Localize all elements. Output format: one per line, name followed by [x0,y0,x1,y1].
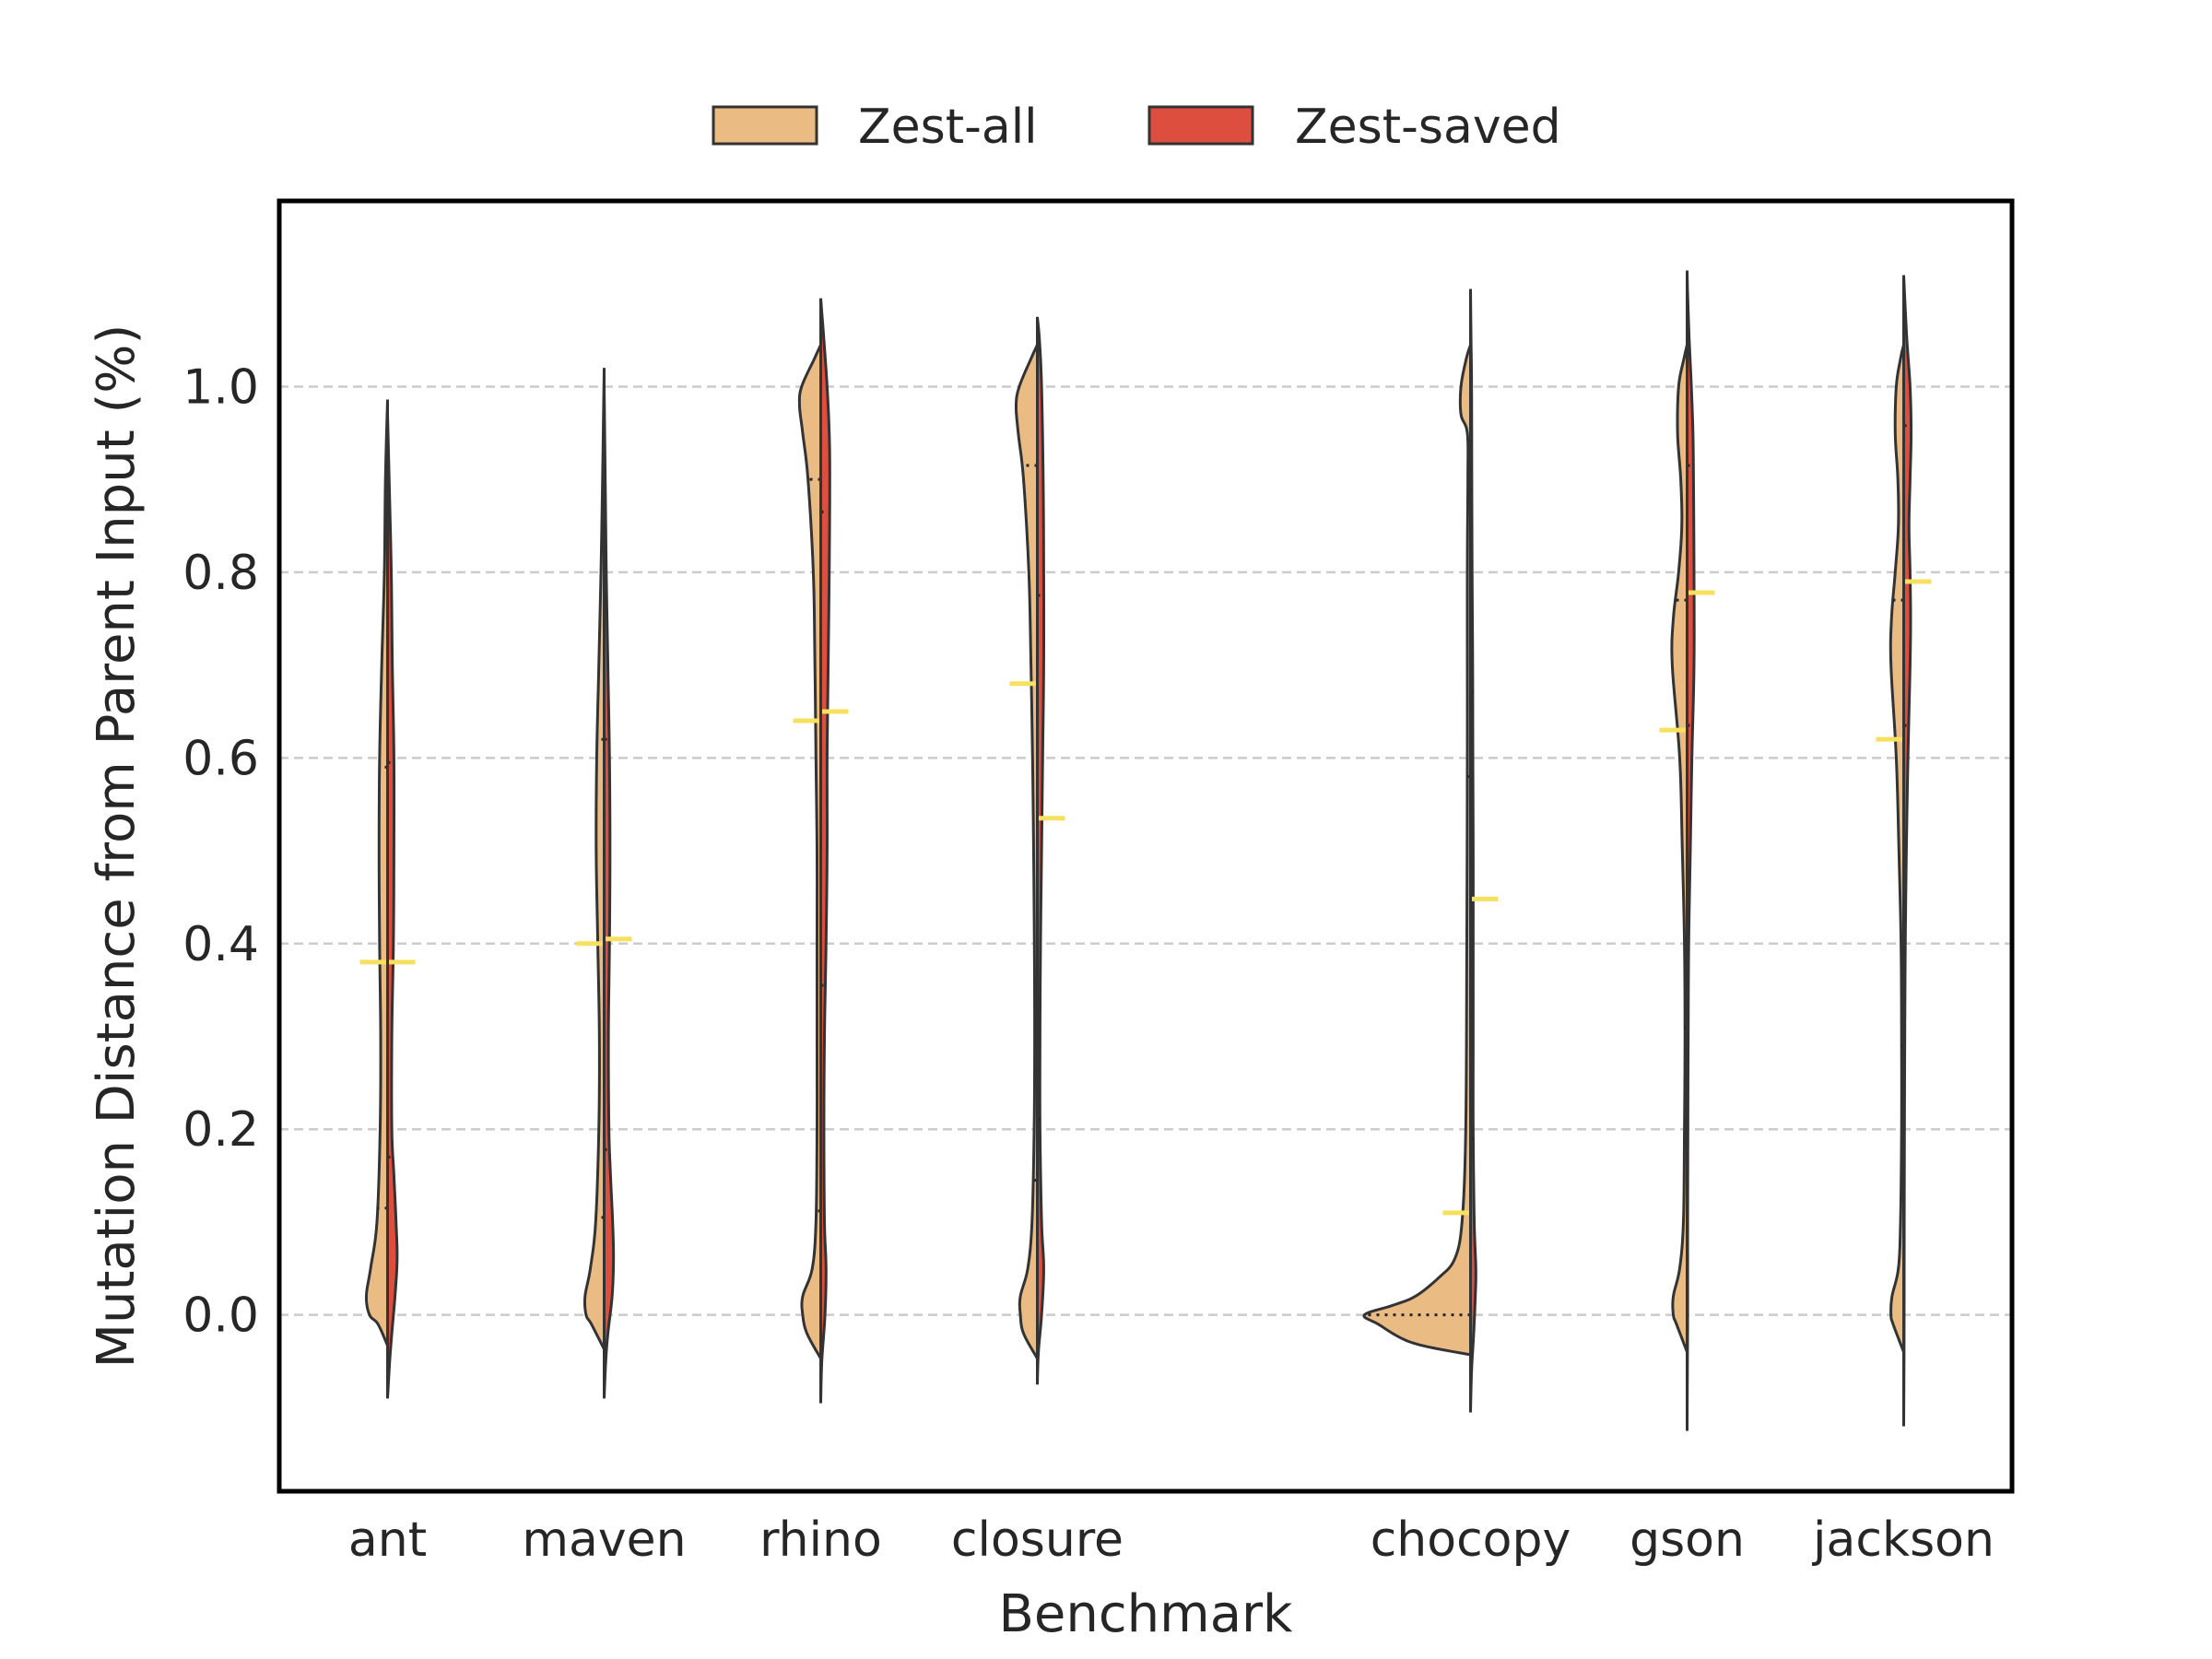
quartile-lines [359,270,1932,1431]
y-axis-label: Mutation Distance from Parent Input (%) [87,324,147,1369]
violin-zest-all-jackson [1888,344,1905,1353]
violin-zest-all-gson [1670,344,1688,1353]
y-tick-label: 0.6 [182,731,259,786]
y-tick-label: 0.0 [182,1288,259,1344]
violin-zest-saved-ant [386,414,399,1399]
violin-zest-all-rhino [797,344,822,1364]
y-tick-label: 0.8 [182,546,259,601]
violin-zest-saved-maven [603,386,616,1399]
legend-swatch-zest-all [712,105,818,146]
violin-zest-saved-closure [1036,316,1046,1385]
violins [364,270,1913,1431]
legend-label-zest-saved: Zest-saved [1295,100,1561,155]
violin-zest-all-ant [364,399,389,1347]
x-tick-label-closure: closure [951,1512,1124,1568]
legend-swatch-zest-saved [1147,105,1254,146]
violin-zest-all-closure [1014,344,1039,1364]
y-tick-label: 0.4 [182,917,259,972]
x-axis-label: Benchmark [999,1584,1294,1644]
x-tick-labels: ant maven rhino closure chocopy gson jackson [348,1512,1994,1568]
x-tick-label-rhino: rhino [759,1512,882,1568]
y-tick-label: 1.0 [182,359,259,415]
violin-zest-saved-rhino [819,298,831,1404]
legend-label-zest-all: Zest-all [858,100,1038,155]
legend: Zest-all Zest-saved [712,100,1561,155]
violin-zest-all-chocopy [1362,344,1472,1357]
violin-zest-all-maven [582,368,606,1350]
y-tick-labels: 0.0 0.2 0.4 0.6 0.8 1.0 [182,359,259,1343]
x-tick-label-gson: gson [1630,1512,1745,1568]
gridlines [279,385,2012,1316]
x-tick-label-maven: maven [522,1512,686,1568]
y-tick-label: 0.2 [182,1102,259,1158]
x-tick-label-jackson: jackson [1812,1512,1994,1568]
plot-area-frame [276,198,2015,1494]
x-tick-label-chocopy: chocopy [1371,1512,1571,1568]
x-tick-label-ant: ant [348,1512,427,1568]
